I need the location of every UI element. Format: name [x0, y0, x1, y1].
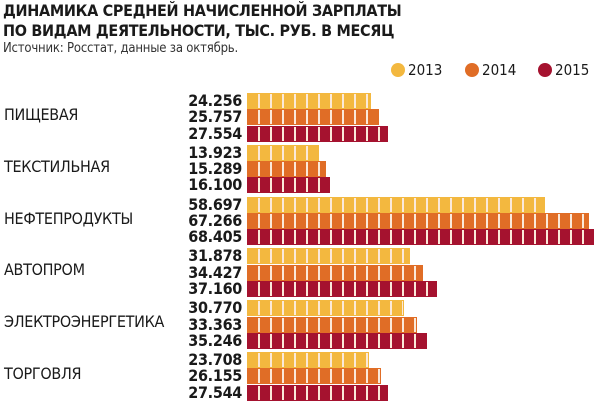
- bar-2014: [246, 316, 418, 333]
- bar-2013: [246, 300, 405, 317]
- bar-2015: [247, 281, 437, 297]
- data-label: 34.427: [188, 262, 242, 282]
- data-label: 26.155: [188, 366, 242, 386]
- title-line-2: ПО ВИДАМ ДЕЯТЕЛЬНОСТИ, ТЫС. РУБ. В МЕСЯЦ: [3, 21, 395, 40]
- bar-2013: [246, 93, 372, 109]
- data-label: 15.289: [188, 159, 242, 179]
- data-label: 35.246: [188, 330, 242, 350]
- bar-2015: [246, 125, 389, 142]
- bar-2013: [247, 352, 369, 368]
- category-label: ПИЩЕВАЯ: [4, 105, 79, 124]
- legend-label: 2015: [555, 61, 590, 79]
- data-label: 27.544: [188, 382, 242, 401]
- data-label: 33.363: [188, 314, 242, 334]
- bar-2014: [247, 264, 423, 281]
- bar-2013: [247, 248, 410, 265]
- bar-2014: [246, 368, 382, 385]
- data-label: 31.878: [188, 246, 242, 266]
- category-label: ТЕКСТИЛЬНАЯ: [4, 156, 110, 176]
- data-label: 13.923: [188, 142, 242, 162]
- bar-2015: [246, 229, 595, 246]
- legend-label: 2013: [408, 61, 443, 79]
- legend-item-2013: 2013: [391, 61, 442, 79]
- data-label: 67.266: [188, 210, 242, 230]
- data-label: 24.256: [188, 91, 242, 110]
- bar-2015: [246, 384, 389, 401]
- category-label: АВТОПРОМ: [4, 260, 85, 280]
- bar-2014: [246, 109, 380, 126]
- data-label: 25.757: [188, 107, 242, 127]
- chart-title: ДИНАМИКА СРЕДНЕЙ НАЧИСЛЕННОЙ ЗАРПЛАТЫ ПО…: [3, 1, 402, 41]
- legend-swatch: [538, 63, 552, 77]
- legend-item-2015: 2015: [538, 61, 589, 79]
- bar-2013: [246, 196, 546, 213]
- category-label: ТОРГОВЛЯ: [4, 364, 82, 383]
- bar-2013: [246, 144, 320, 161]
- data-label: 23.708: [188, 350, 242, 369]
- category-label: ЭЛЕКТРОЭНЕРГЕТИКА: [4, 312, 165, 332]
- legend-label: 2014: [482, 61, 517, 79]
- legend-swatch: [391, 63, 405, 77]
- data-label: 27.554: [188, 123, 242, 143]
- title-line-1: ДИНАМИКА СРЕДНЕЙ НАЧИСЛЕННОЙ ЗАРПЛАТЫ: [3, 1, 402, 20]
- data-label: 58.697: [188, 194, 242, 214]
- data-label: 68.405: [188, 227, 242, 247]
- bar-2014: [247, 212, 589, 229]
- legend-swatch: [465, 63, 479, 77]
- bar-2015: [247, 332, 427, 349]
- bar-2014: [246, 161, 327, 178]
- legend-item-2014: 2014: [465, 61, 516, 79]
- data-label: 37.160: [188, 279, 242, 298]
- chart-subtitle: Источник: Росстат, данные за октябрь.: [3, 41, 239, 56]
- data-label: 30.770: [188, 298, 242, 318]
- data-label: 16.100: [188, 175, 242, 195]
- category-label: НЕФТЕПРОДУКТЫ: [4, 208, 133, 228]
- bar-2015: [246, 177, 331, 194]
